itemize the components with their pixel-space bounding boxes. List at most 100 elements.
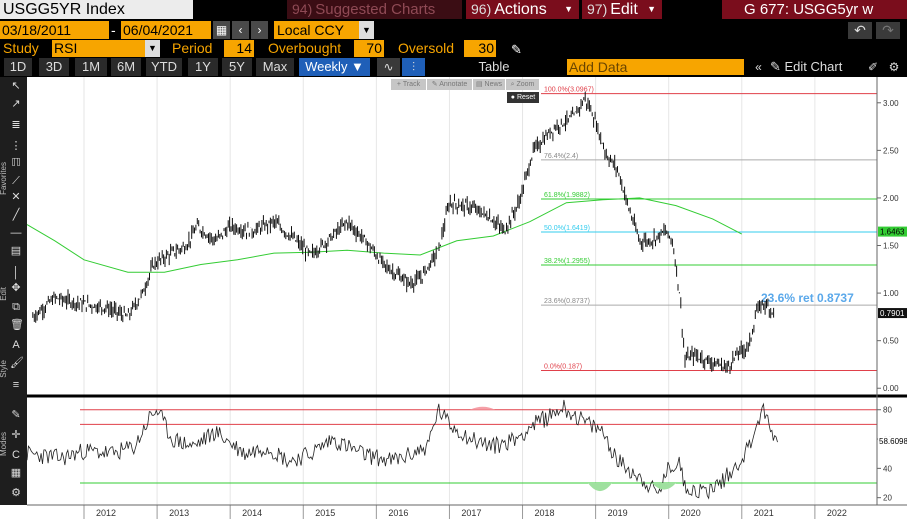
edit-number: 97) (587, 1, 608, 17)
crosshair-icon[interactable]: ✛ (11, 429, 21, 441)
color-palette-icon[interactable]: ▦ (10, 467, 22, 479)
rsi-oversold-fill (588, 483, 612, 492)
suggested-charts-number: 94) (292, 1, 313, 17)
study-select[interactable]: RSI (52, 40, 157, 57)
ma-last-tag (878, 226, 907, 237)
range-1y-button[interactable]: 1Y (188, 58, 218, 76)
range-5y-button[interactable]: 5Y (222, 58, 252, 76)
double-chevron-left-icon[interactable]: « (750, 58, 767, 76)
arrow-icon[interactable]: ↗ (11, 98, 21, 110)
trash-icon[interactable]: 🗑 (10, 319, 24, 331)
ma-last-label: 1.6463 (880, 228, 905, 237)
retracement-label: 23.6% ret 0.8737 (761, 291, 854, 305)
chevron-right-icon[interactable]: › (251, 21, 268, 39)
zoom-button[interactable]: ⌕ Zoom (506, 79, 539, 90)
track-button[interactable]: + Track (391, 79, 426, 90)
font-icon[interactable]: A (12, 339, 20, 351)
chart-area[interactable]: 100.0%(3.0967) 76.4%(2.4) 61.8%(1.9882) 50.… (0, 77, 907, 519)
pattern-icon[interactable]: ▤ (10, 245, 22, 257)
edit-chart-pencil-icon: ✎ (770, 59, 785, 74)
y-axis-tick-label: 0.50 (883, 337, 899, 346)
style-section-label: Style (0, 360, 8, 378)
horizontal-line-icon[interactable]: — (10, 227, 22, 239)
edit-icon[interactable]: ✐ (864, 58, 882, 76)
move-icon[interactable]: ✥ (11, 282, 21, 294)
rsi-y-axis-tick-label: 20 (883, 494, 892, 503)
news-button[interactable]: ▤ News (473, 79, 505, 90)
suggested-charts-button[interactable]: 94) Suggested Charts (287, 0, 462, 19)
overbought-input[interactable]: 70 (354, 40, 384, 57)
currency-select[interactable]: Local CCY (274, 21, 374, 39)
modes-section-label: Modes (0, 432, 8, 457)
chart-svg[interactable]: 100.0%(3.0967) 76.4%(2.4) 61.8%(1.9882) 50.… (0, 77, 907, 519)
calendar-icon[interactable]: ▦ (213, 21, 230, 39)
period-input[interactable]: 14 (224, 40, 254, 57)
annotate-button[interactable]: ✎ Annotate (427, 79, 472, 90)
actions-menu[interactable]: 96) Actions ▼ (466, 0, 579, 19)
fib-level-label: 38.2%(1.2955) (544, 258, 590, 265)
annotate-icon: ✎ (431, 81, 438, 88)
reset-label: Reset (516, 94, 536, 101)
y-axis-tick-label: 1.00 (883, 289, 899, 298)
bloomberg-c-icon[interactable]: C (12, 449, 20, 461)
line-chart-icon[interactable]: ∿ (377, 58, 400, 76)
actions-label: Actions (494, 1, 547, 18)
range-6m-button[interactable]: 6M (111, 58, 141, 76)
copy-icon[interactable]: ⧉ (12, 301, 20, 313)
rsi-last-tag (878, 436, 907, 447)
chevron-left-icon[interactable]: ‹ (232, 21, 249, 39)
line-style-icon[interactable]: ≡ (12, 379, 20, 391)
reset-button[interactable]: ● Reset (507, 92, 539, 103)
chart-ticker-title: G 677: USGG5yr w (722, 0, 907, 19)
pencil-icon[interactable]: ✎ (511, 42, 522, 57)
rsi-line (26, 399, 778, 500)
edit-chart-button[interactable]: ✎ Edit Chart (770, 58, 858, 76)
frequency-select[interactable]: Weekly ▼ (299, 58, 370, 76)
end-date-input[interactable]: 06/04/2021 (121, 21, 211, 39)
y-axis-tick-label: 2.50 (883, 146, 899, 155)
table-button[interactable]: Table (463, 58, 525, 76)
draw-mode-icon[interactable]: ✎ (11, 409, 21, 421)
channel-icon[interactable]: ⋮ (10, 140, 22, 152)
price-bars (32, 91, 775, 374)
y-axis-tick-label: 1.50 (883, 242, 899, 251)
oversold-input[interactable]: 30 (464, 40, 496, 57)
x-axis-year-label: 2014 (242, 508, 262, 518)
y-axis-tick-label: 3.00 (883, 99, 899, 108)
redo-icon[interactable]: ↷ (876, 22, 900, 39)
annotate-label: Annotate (439, 81, 468, 88)
caret-down-icon: ▼ (647, 4, 656, 14)
text-tool-icon[interactable]: ℿ (11, 157, 21, 169)
x-axis-year-label: 2018 (535, 508, 555, 518)
security-field[interactable]: USGG5YR Index (0, 0, 193, 19)
range-max-button[interactable]: Max (256, 58, 294, 76)
suggested-charts-label: Suggested Charts (315, 1, 436, 18)
rsi-oversold-fill (652, 483, 676, 490)
chevron-down-icon[interactable]: ▼ (359, 21, 374, 39)
left-toolbar: ↖ ↗ ≣ ⋮ ℿ ⟋ ✕ ╱ — ▤ │ ✥ ⧉ 🗑 A 🖌 ≡ ✎ ✛ C … (0, 77, 27, 505)
range-1m-button[interactable]: 1M (75, 58, 107, 76)
edit-menu[interactable]: 97) Edit ▼ (582, 0, 662, 19)
bar-chart-icon[interactable]: ⫶ (402, 58, 425, 76)
range-3d-button[interactable]: 3D (39, 58, 69, 76)
cross-icon[interactable]: ✕ (11, 191, 21, 203)
y-axis-tick-label: 0.00 (883, 384, 899, 393)
ray-icon[interactable]: ⟋ (12, 175, 20, 187)
trendline-icon[interactable]: ╱ (12, 209, 20, 221)
oversold-label: Oversold (398, 40, 455, 56)
range-ytd-button[interactable]: YTD (146, 58, 182, 76)
chevron-down-icon[interactable]: ▼ (145, 40, 160, 57)
vertical-line-icon[interactable]: │ (12, 267, 20, 279)
last-price-label: 0.7901 (880, 309, 905, 318)
start-date-input[interactable]: 03/18/2011 (0, 21, 109, 39)
cursor-icon[interactable]: ↖ (11, 80, 21, 92)
settings-icon[interactable]: ⚙ (11, 487, 21, 499)
undo-icon[interactable]: ↶ (848, 22, 872, 39)
gear-icon[interactable]: ⚙ (885, 58, 903, 76)
fibonacci-icon[interactable]: ≣ (11, 119, 21, 131)
add-data-input[interactable]: Add Data (567, 59, 744, 75)
top-bar: USGG5YR Index 94) Suggested Charts 96) Act… (0, 0, 907, 19)
brush-icon[interactable]: 🖌 (10, 357, 24, 369)
range-1d-button[interactable]: 1D (4, 58, 32, 76)
